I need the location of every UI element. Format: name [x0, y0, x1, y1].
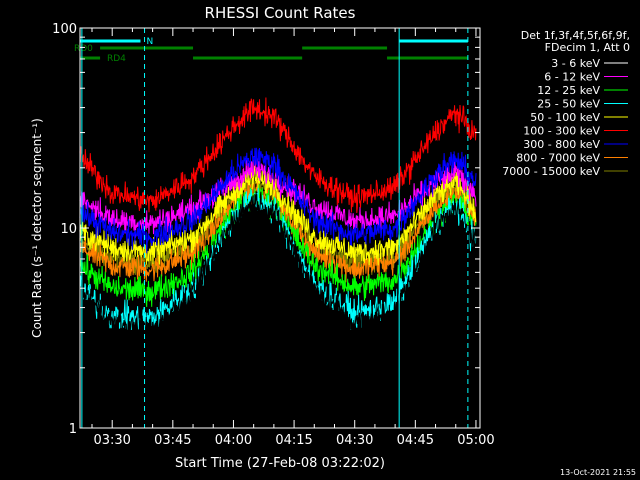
- series-line-0: [79, 191, 477, 343]
- legend-label: 7000 - 15000 keV: [502, 165, 600, 178]
- legend-label: 300 - 800 keV: [523, 138, 600, 151]
- legend-label: 800 - 7000 keV: [516, 152, 600, 165]
- legend-header: Det 1f,3f,4f,5f,6f,9f,: [521, 29, 630, 42]
- legend-header: FDecim 1, Att 0: [545, 41, 630, 54]
- x-tick-label: 04:00: [215, 433, 252, 448]
- annotation-bars: N RD0 RD4: [74, 37, 468, 64]
- legend-label: 12 - 25 keV: [537, 84, 600, 97]
- legend-label: 3 - 6 keV: [551, 57, 600, 70]
- legend-label: 25 - 50 keV: [537, 98, 600, 111]
- x-tick-label: 05:00: [457, 433, 494, 448]
- x-tick-label: 04:45: [397, 433, 434, 448]
- series-line-4: [79, 165, 477, 266]
- series-line-5: [79, 97, 477, 214]
- y-tick-label: 100: [52, 22, 77, 37]
- rate-bar-label-rd4: RD4: [107, 54, 126, 64]
- axes: 03:30 03:45 04:00 04:15 04:30 04:45 05:00 1 10 10…: [52, 22, 495, 448]
- y-tick-label: 1: [69, 422, 77, 437]
- legend-label: 50 - 100 keV: [530, 111, 600, 124]
- legend-label: 100 - 300 keV: [523, 125, 600, 138]
- footer-timestamp: 13-Oct-2021 21:55: [560, 468, 636, 477]
- legend-label: 6 - 12 keV: [544, 71, 600, 84]
- chart-title: RHESSI Count Rates: [205, 4, 356, 22]
- x-tick-label: 03:30: [93, 433, 130, 448]
- series-line-6: [79, 147, 477, 254]
- x-axis-label: Start Time (27-Feb-08 03:22:02): [175, 456, 385, 471]
- series-line-1: [79, 156, 477, 238]
- x-tick-label: 04:15: [275, 433, 312, 448]
- series-layer: [79, 97, 477, 343]
- attenuator-label: N: [146, 37, 153, 47]
- legend: Det 1f,3f,4f,5f,6f,9f,FDecim 1, Att 0 3 -…: [502, 29, 630, 178]
- y-tick-label: 10: [60, 222, 77, 237]
- x-tick-label: 04:30: [336, 433, 373, 448]
- y-axis-label: Count Rate (s⁻¹ detector segment⁻¹): [30, 118, 44, 338]
- x-tick-label: 03:45: [154, 433, 191, 448]
- rate-bar-label-rd0: RD0: [74, 44, 93, 54]
